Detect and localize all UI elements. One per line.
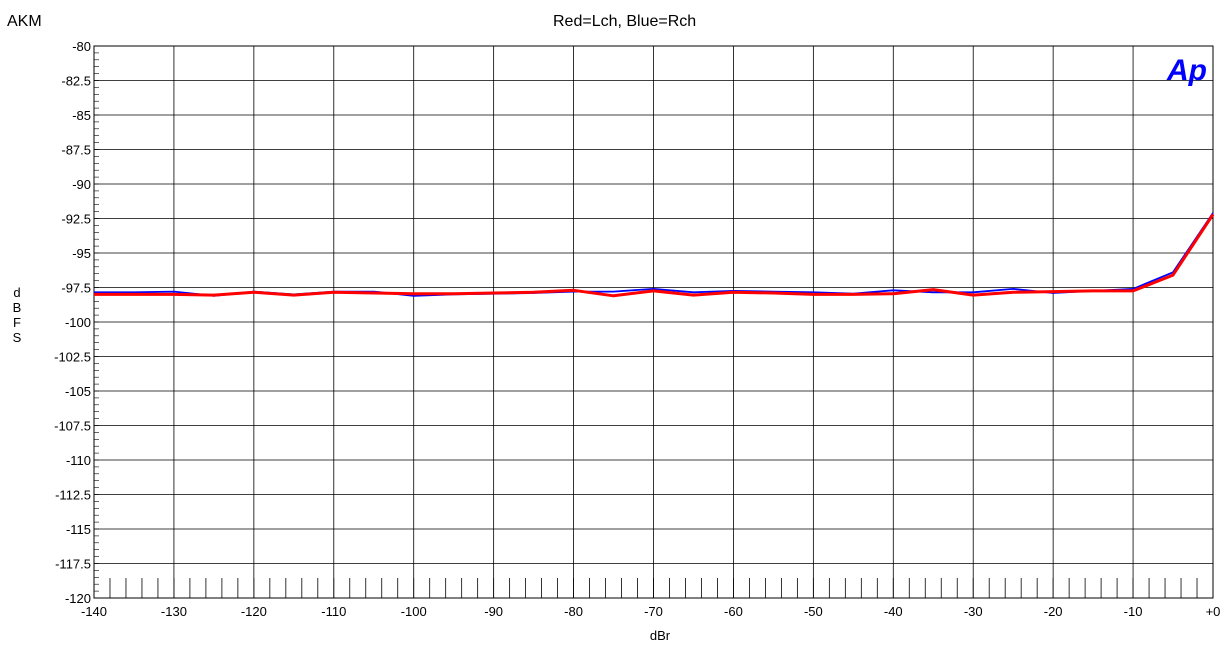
x-tick-label: -80 — [564, 604, 583, 619]
brand-label: AKM — [7, 13, 42, 30]
y-tick-label: -102.5 — [54, 350, 91, 365]
y-tick-label: -115 — [66, 522, 91, 537]
y-tick-label: -92.5 — [61, 212, 91, 227]
y-axis-label-char: F — [13, 315, 21, 330]
y-tick-label: -107.5 — [54, 419, 91, 434]
y-tick-label: -110 — [66, 453, 91, 468]
x-tick-label: -140 — [81, 604, 107, 619]
y-tick-label: -112.5 — [55, 488, 91, 503]
x-tick-label: -90 — [484, 604, 503, 619]
x-tick-label: -50 — [804, 604, 823, 619]
chart-title: Red=Lch, Blue=Rch — [553, 13, 697, 30]
y-tick-label: -85 — [72, 108, 91, 123]
y-tick-label: -117.5 — [55, 557, 91, 572]
x-tick-label: -70 — [644, 604, 663, 619]
x-tick-label: -60 — [724, 604, 743, 619]
y-tick-label: -95 — [72, 246, 91, 261]
ap-logo: Ap — [1166, 54, 1207, 87]
x-tick-label: -20 — [1044, 604, 1063, 619]
y-tick-label: -120 — [65, 591, 91, 606]
y-tick-label: -87.5 — [61, 143, 91, 158]
x-tick-label: -40 — [884, 604, 903, 619]
y-axis-label-char: S — [12, 330, 22, 345]
x-tick-label: -100 — [401, 604, 427, 619]
y-tick-label: -90 — [72, 177, 91, 192]
y-tick-label: -80 — [72, 39, 91, 54]
x-tick-label: -110 — [321, 604, 346, 619]
x-tick-label: -30 — [964, 604, 983, 619]
x-tick-label: +0 — [1206, 604, 1221, 619]
y-axis-label-char: d — [13, 285, 21, 300]
y-tick-label: -97.5 — [61, 281, 91, 296]
x-tick-label: -120 — [241, 604, 267, 619]
y-tick-label: -105 — [65, 384, 91, 399]
series-line-lch — [94, 213, 1215, 298]
x-axis-label: dBr — [649, 628, 671, 643]
x-tick-label: -130 — [161, 604, 187, 619]
y-tick-label: -100 — [65, 315, 91, 330]
x-tick-label: -10 — [1124, 604, 1143, 619]
y-tick-label: -82.5 — [61, 74, 91, 89]
y-axis-label-char: B — [12, 300, 22, 315]
